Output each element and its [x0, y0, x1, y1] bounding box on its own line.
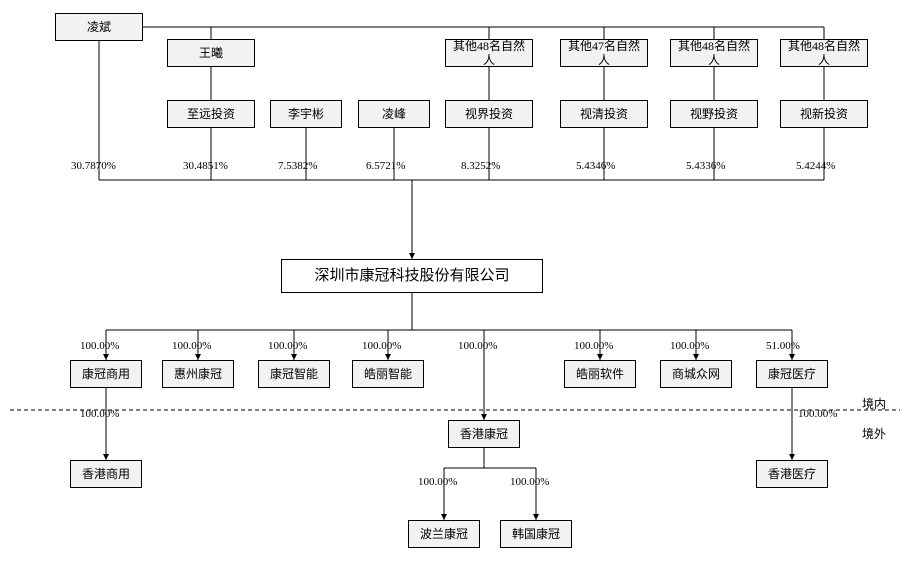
- top-shiye: 其他48名自然人: [670, 39, 758, 67]
- top-shixin: 其他48名自然人: [780, 39, 868, 67]
- inv-shijie: 视界投资: [445, 100, 533, 128]
- pct-shiye: 5.4336%: [686, 160, 725, 172]
- subpct-sczw: 100.00%: [670, 340, 709, 352]
- pct-hkyl: 100.00%: [798, 408, 837, 420]
- inv-shiye: 视野投资: [670, 100, 758, 128]
- inv-shiqing: 视清投资: [560, 100, 648, 128]
- lbl-domestic: 境内: [862, 395, 886, 412]
- inv-shixin: 视新投资: [780, 100, 868, 128]
- pct-hksy: 100.00%: [80, 408, 119, 420]
- inv-lingfeng: 凌峰: [358, 100, 430, 128]
- subpct-hkkg: 100.00%: [458, 340, 497, 352]
- subpct-hzkg: 100.00%: [172, 340, 211, 352]
- sub-kgzn: 康冠智能: [258, 360, 330, 388]
- top-wangxi: 王曦: [167, 39, 255, 67]
- subpct-kgyl: 51.00%: [766, 340, 800, 352]
- hk-sy: 香港商用: [70, 460, 142, 488]
- pct-wangxi: 30.4851%: [183, 160, 228, 172]
- pct-shiqing: 5.4346%: [576, 160, 615, 172]
- sub-kgyl: 康冠医疗: [756, 360, 828, 388]
- subpct-hlzn: 100.00%: [362, 340, 401, 352]
- top-shijie: 其他48名自然人: [445, 39, 533, 67]
- pct-pl: 100.00%: [418, 476, 457, 488]
- pl-kg: 波兰康冠: [408, 520, 480, 548]
- top-lingbin: 凌斌: [55, 13, 143, 41]
- sub-hlzn: 皓丽智能: [352, 360, 424, 388]
- sub-kgsy: 康冠商用: [70, 360, 142, 388]
- pct-shijie: 8.3252%: [461, 160, 500, 172]
- hk-yl: 香港医疗: [756, 460, 828, 488]
- pct-lingbin: 30.7870%: [71, 160, 116, 172]
- top-shiqing: 其他47名自然人: [560, 39, 648, 67]
- hk-kg: 香港康冠: [448, 420, 520, 448]
- inv-liyubin: 李宇彬: [270, 100, 342, 128]
- pct-lingfeng: 6.5721%: [366, 160, 405, 172]
- sub-hzkg: 惠州康冠: [162, 360, 234, 388]
- pct-kr: 100.00%: [510, 476, 549, 488]
- subpct-hlrj: 100.00%: [574, 340, 613, 352]
- sub-hlrj: 皓丽软件: [564, 360, 636, 388]
- pct-liyubin: 7.5382%: [278, 160, 317, 172]
- lbl-overseas: 境外: [862, 425, 886, 442]
- sub-sczw: 商城众网: [660, 360, 732, 388]
- pct-shixin: 5.4244%: [796, 160, 835, 172]
- kr-kg: 韩国康冠: [500, 520, 572, 548]
- company-box: 深圳市康冠科技股份有限公司: [281, 259, 543, 293]
- subpct-kgzn: 100.00%: [268, 340, 307, 352]
- subpct-kgsy: 100.00%: [80, 340, 119, 352]
- inv-wangxi: 至远投资: [167, 100, 255, 128]
